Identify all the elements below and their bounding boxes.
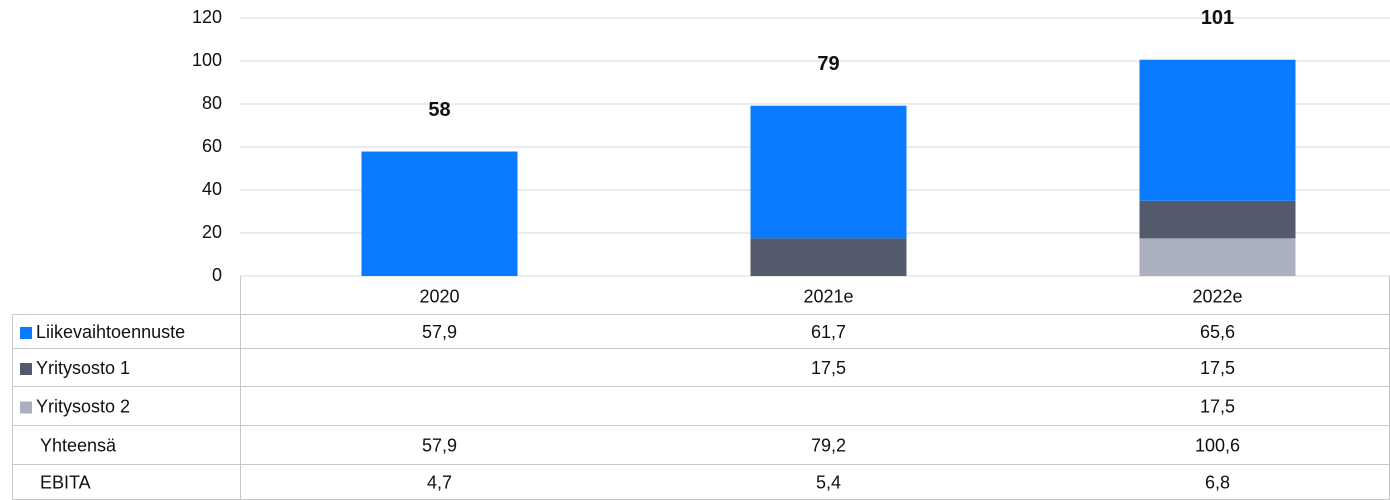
y-tick-label: 120	[192, 7, 222, 27]
total-label: 79	[817, 53, 839, 75]
row-label: Yritysosto 2	[36, 396, 130, 416]
y-tick-label: 100	[192, 50, 222, 70]
bar-segment	[361, 151, 518, 276]
bar-segment	[1139, 238, 1296, 276]
table-cell: 100,6	[1195, 435, 1240, 455]
table-cell: 65,6	[1200, 322, 1235, 342]
total-label: 101	[1201, 7, 1234, 29]
table-cell: 6,8	[1205, 472, 1230, 492]
table-cell: 5,4	[816, 472, 841, 492]
legend-key	[20, 401, 32, 414]
table-cell: 79,2	[811, 435, 846, 455]
row-label: EBITA	[40, 472, 91, 492]
x-tick-label: 2021e	[803, 286, 853, 306]
table-cell: 17,5	[1200, 358, 1235, 378]
total-label: 58	[428, 99, 450, 121]
table-cell: 57,9	[422, 435, 457, 455]
bar-segment	[1139, 59, 1296, 201]
x-tick-label: 2020	[419, 286, 459, 306]
y-tick-label: 20	[202, 222, 222, 242]
legend-key	[20, 363, 32, 375]
table-cell: 4,7	[427, 472, 452, 492]
table-cell: 61,7	[811, 322, 846, 342]
legend-key	[20, 327, 32, 339]
y-tick-label: 0	[212, 265, 222, 285]
y-tick-label: 60	[202, 136, 222, 156]
bar-segment	[750, 105, 907, 239]
table-cell: 17,5	[1200, 396, 1235, 416]
y-tick-label: 40	[202, 179, 222, 199]
bar-segment	[1139, 200, 1296, 239]
y-tick-label: 80	[202, 93, 222, 113]
table-cell: 57,9	[422, 322, 457, 342]
row-label: Yhteensä	[40, 435, 117, 455]
row-label: Liikevaihtoennuste	[36, 322, 185, 342]
bar-segment	[750, 238, 907, 276]
table-cell: 17,5	[811, 358, 846, 378]
x-tick-label: 2022e	[1192, 286, 1242, 306]
row-label: Yritysosto 1	[36, 358, 130, 378]
